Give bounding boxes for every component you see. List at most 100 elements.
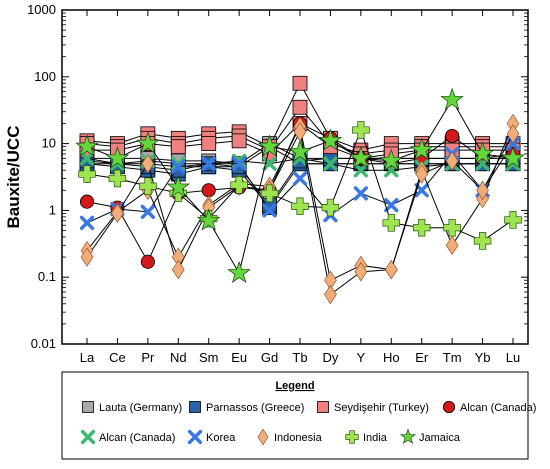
legend-label: Lauta (Germany) xyxy=(99,402,182,414)
x-tick-label: Tb xyxy=(292,350,307,365)
x-tick-label: Dy xyxy=(322,350,338,365)
x-tick-label: Sm xyxy=(199,350,219,365)
data-point xyxy=(260,184,279,203)
data-point xyxy=(171,159,186,174)
x-tick-label: Nd xyxy=(170,350,187,365)
data-point xyxy=(440,87,464,110)
legend-marker xyxy=(82,401,94,413)
data-point xyxy=(292,99,308,115)
data-point xyxy=(136,131,160,154)
data-point xyxy=(230,176,248,194)
data-point xyxy=(476,180,489,200)
data-point xyxy=(79,215,95,231)
series-6 xyxy=(80,113,520,305)
legend-entry: Alcan (Canada) xyxy=(442,400,536,414)
legend-label: Jamaica xyxy=(419,432,461,444)
data-point xyxy=(443,218,461,237)
data-point xyxy=(105,146,130,169)
legend-marker xyxy=(257,428,269,446)
x-tick-label: Y xyxy=(357,350,366,365)
x-tick-label: Ce xyxy=(109,350,126,365)
data-point xyxy=(445,151,459,171)
legend-marker xyxy=(345,430,359,444)
legend-marker xyxy=(399,428,417,444)
legend: Legend Lauta (Germany) Parnassos (Greece)… xyxy=(61,371,536,460)
x-tick-label: Yb xyxy=(475,350,491,365)
data-point xyxy=(171,259,185,280)
data-point xyxy=(415,164,429,184)
data-point xyxy=(288,139,312,162)
data-point xyxy=(231,153,247,169)
y-tick-label: 1000 xyxy=(27,2,56,17)
legend-label: Parnassos (Greece) xyxy=(206,402,304,414)
data-point xyxy=(473,232,492,250)
x-tick-label: Gd xyxy=(261,350,278,365)
legend-label: Alcan (Canada) xyxy=(460,402,536,414)
data-point xyxy=(108,169,127,188)
legend-items: Lauta (Germany) Parnassos (Greece) Seydişe… xyxy=(80,400,536,446)
data-point xyxy=(79,151,95,166)
legend-title: Legend xyxy=(275,380,314,392)
y-tick-label: 0.1 xyxy=(38,269,56,284)
x-tick-label: Tm xyxy=(443,350,462,365)
x-tick-label: Lu xyxy=(506,350,520,365)
data-point xyxy=(78,165,96,183)
data-point xyxy=(409,137,434,161)
data-point xyxy=(231,156,247,171)
legend-marker xyxy=(442,400,456,414)
data-point xyxy=(166,175,191,198)
legend-marker xyxy=(187,429,203,445)
data-point xyxy=(501,146,525,169)
legend-label: India xyxy=(363,432,388,444)
data-point xyxy=(140,204,156,220)
data-point xyxy=(262,203,277,218)
data-point xyxy=(171,156,186,171)
data-point xyxy=(445,235,459,255)
axis-ticks: 0.01 0.1 1 10 100 1000 La Ce Pr Nd Sm Eu Gd Tb Dy Y Ho Er… xyxy=(27,2,528,365)
x-tick-label: La xyxy=(80,350,95,365)
data-point xyxy=(80,247,94,267)
data-point xyxy=(504,211,522,229)
data-point xyxy=(506,124,520,144)
data-point xyxy=(79,194,95,209)
data-point xyxy=(291,197,309,216)
legend-marker xyxy=(317,401,329,413)
data-point xyxy=(384,259,398,280)
legend-marker xyxy=(80,429,96,445)
data-point xyxy=(201,183,216,198)
y-tick-label: 100 xyxy=(34,69,56,84)
legend-entry: Parnassos (Greece) xyxy=(189,401,304,414)
data-point xyxy=(196,208,221,231)
data-point xyxy=(75,134,99,157)
data-point xyxy=(321,198,340,217)
data-point xyxy=(257,134,282,157)
legend-entry: Indonesia xyxy=(257,428,323,446)
legend-entry: India xyxy=(345,430,388,444)
legend-entry: Seydişehir (Turkey) xyxy=(317,401,429,414)
legend-marker xyxy=(189,401,201,413)
data-point xyxy=(324,284,337,305)
data-point xyxy=(227,260,251,284)
x-tick-label: Pr xyxy=(141,350,155,365)
y-tick-label: 1 xyxy=(49,202,56,217)
data-point xyxy=(170,139,186,155)
x-tick-label: Er xyxy=(415,350,429,365)
x-tick-label: Ho xyxy=(383,350,400,365)
data-point xyxy=(353,186,369,201)
data-point xyxy=(231,133,247,149)
data-point xyxy=(384,197,399,213)
data-point xyxy=(379,148,404,171)
legend-label: Korea xyxy=(206,432,236,444)
series-8 xyxy=(75,87,525,284)
data-point xyxy=(353,163,369,178)
data-point xyxy=(382,214,401,232)
data-point xyxy=(140,254,155,269)
legend-label: Indonesia xyxy=(274,432,323,444)
data-point xyxy=(292,75,308,91)
data-point xyxy=(111,203,124,224)
data-point xyxy=(141,154,155,174)
y-tick-label: 0.01 xyxy=(31,336,56,351)
data-point xyxy=(412,218,431,237)
data-point xyxy=(349,146,373,169)
